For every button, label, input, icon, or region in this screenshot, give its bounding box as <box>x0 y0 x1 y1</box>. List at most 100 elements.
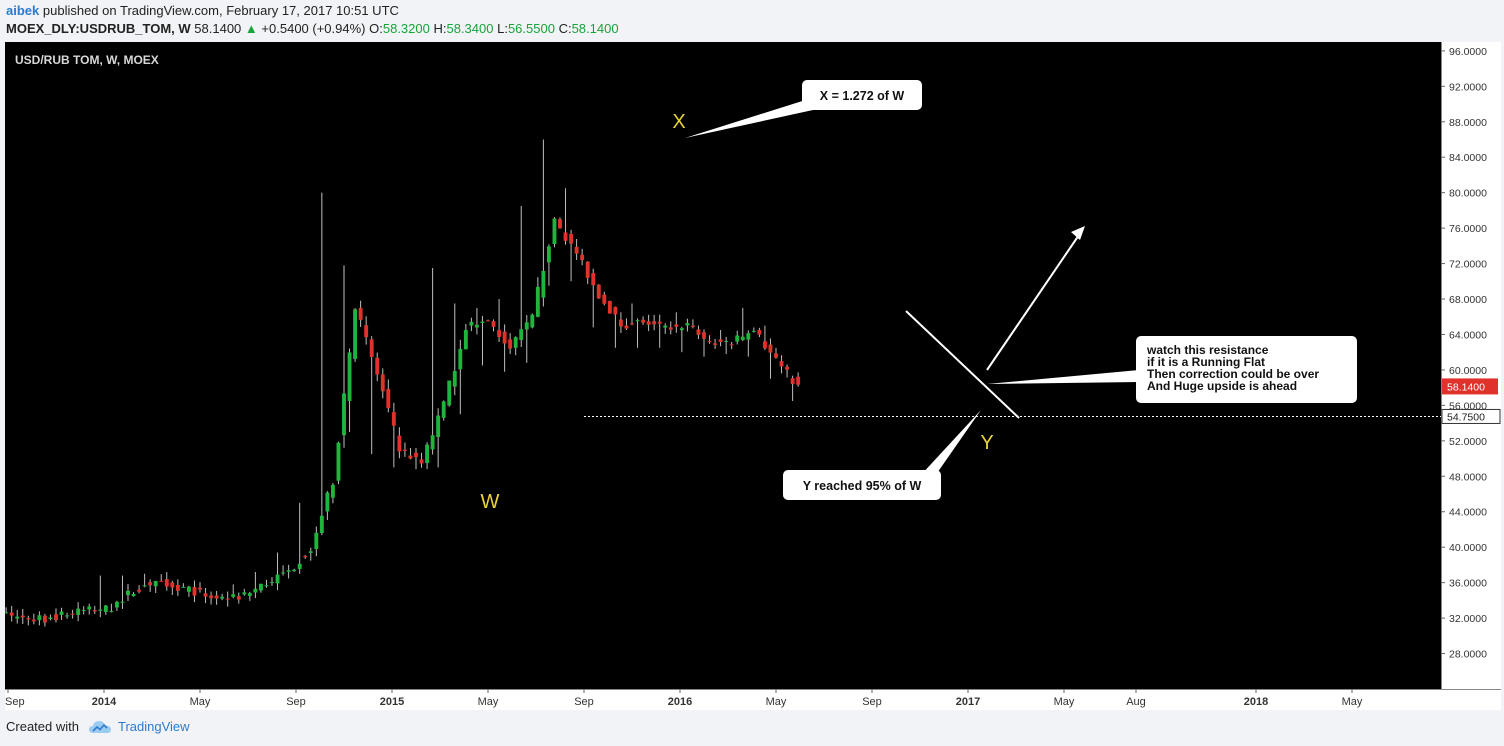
candle-body <box>297 563 302 570</box>
breakout-arrow-line <box>986 231 1082 371</box>
price-tick-label: 28.0000 <box>1449 649 1487 661</box>
price-tick-label: 52.0000 <box>1449 436 1487 448</box>
time-tick-label: 2015 <box>380 696 404 708</box>
price-tick-label: 96.0000 <box>1449 46 1487 58</box>
candle-body <box>452 371 457 387</box>
publish-info: aibek published on TradingView.com, Febr… <box>6 3 399 18</box>
candle-body <box>242 592 247 595</box>
candle-body <box>740 336 745 340</box>
breakout-arrowhead <box>1071 226 1085 240</box>
symbol-info: MOEX_DLY:USDRUB_TOM, W 58.1400 ▲ +0.5400… <box>6 21 619 36</box>
candle-body <box>9 612 14 616</box>
candle-body <box>37 615 42 621</box>
candle-body <box>408 455 413 459</box>
price-tick-label: 80.0000 <box>1449 188 1487 200</box>
candle-body <box>369 339 374 357</box>
candle-body <box>70 613 75 615</box>
candle-body <box>414 452 418 458</box>
candle-body <box>358 307 363 320</box>
candle-body <box>342 393 346 436</box>
candle-body <box>524 322 529 330</box>
candle-body <box>131 594 136 597</box>
price-chart[interactable]: USD/RUB TOM, W, MOEX 28.0000 32.0000 36.000… <box>5 42 1501 710</box>
wave-x-label: X <box>672 111 685 133</box>
chart-area[interactable]: USD/RUB TOM, W, MOEX 28.0000 32.0000 36.000… <box>5 42 1501 710</box>
candle-body <box>707 341 712 343</box>
wave-y-label: Y <box>980 432 993 454</box>
candle-body <box>247 593 252 596</box>
time-tick-label: 2014 <box>92 696 117 708</box>
candle-body <box>292 569 297 572</box>
candle-body <box>751 330 756 332</box>
candle-body <box>425 444 430 463</box>
candle-body <box>796 376 801 385</box>
candle-body <box>159 580 164 582</box>
candle-body <box>685 323 690 326</box>
candle-body <box>646 321 651 325</box>
price-tick-label: 64.0000 <box>1449 329 1487 341</box>
candle-body <box>702 332 706 339</box>
candle-body <box>574 246 579 254</box>
resistance-trendline <box>905 310 1020 419</box>
author-link[interactable]: aibek <box>6 3 40 18</box>
candle-body <box>463 330 468 350</box>
price-axis-background <box>1441 42 1501 689</box>
last-price: 58.1400 <box>194 21 242 36</box>
candle-body <box>469 321 474 326</box>
candle-body <box>402 449 407 451</box>
candle-body <box>519 329 524 341</box>
candle-body <box>31 619 36 622</box>
candle-body <box>286 570 291 572</box>
candle-body <box>225 598 230 600</box>
candle-body <box>214 595 219 599</box>
price-tick-label: 68.0000 <box>1449 294 1487 306</box>
candle-body <box>624 325 629 329</box>
candle-body <box>480 321 485 324</box>
candle-body <box>596 284 601 299</box>
footer: Created with TradingView <box>6 719 190 737</box>
candle-body <box>447 380 452 406</box>
candle-body <box>513 337 518 348</box>
candle-body <box>92 610 97 612</box>
change-value: +0.5400 (+0.94%) <box>261 21 366 36</box>
candle-body <box>281 572 286 574</box>
y-callout-box <box>783 470 941 500</box>
candle-body <box>569 234 574 244</box>
price-tick-label: 88.0000 <box>1449 117 1487 129</box>
candle-body <box>170 582 175 588</box>
candle-body <box>364 325 369 338</box>
candle-body <box>264 585 269 587</box>
candle-body <box>15 616 20 619</box>
tradingview-cloud-icon <box>88 720 111 737</box>
time-tick-label: Sep <box>862 696 882 708</box>
candle-body <box>181 586 186 588</box>
candle-body <box>26 618 31 620</box>
created-with-text: Created with <box>6 719 79 734</box>
symbol-name: MOEX_DLY:USDRUB_TOM, W <box>6 21 191 36</box>
tradingview-link[interactable]: TradingView <box>118 719 190 734</box>
time-tick-label: May <box>478 696 499 708</box>
candle-body <box>762 341 767 349</box>
candle-body <box>635 320 640 322</box>
candle-body <box>330 484 335 498</box>
candle-body <box>441 401 446 418</box>
candle-body <box>175 584 180 591</box>
candle-body <box>430 435 435 450</box>
candle-body <box>270 582 274 584</box>
candle-body <box>81 609 86 611</box>
high-value: 58.3400 <box>446 21 494 36</box>
candles <box>5 139 801 627</box>
candle-body <box>120 601 125 603</box>
note-pointer <box>987 370 1139 384</box>
candle-body <box>790 378 795 384</box>
open-label: O: <box>369 21 383 36</box>
time-tick-label: May <box>1054 696 1075 708</box>
candle-body <box>48 617 53 619</box>
candle-body <box>746 333 751 340</box>
time-tick-label: May <box>766 696 787 708</box>
price-tick-label: 32.0000 <box>1449 613 1487 625</box>
candle-body <box>679 328 684 331</box>
candle-body <box>585 261 590 278</box>
candle-body <box>137 589 142 592</box>
note-box <box>1136 336 1357 403</box>
